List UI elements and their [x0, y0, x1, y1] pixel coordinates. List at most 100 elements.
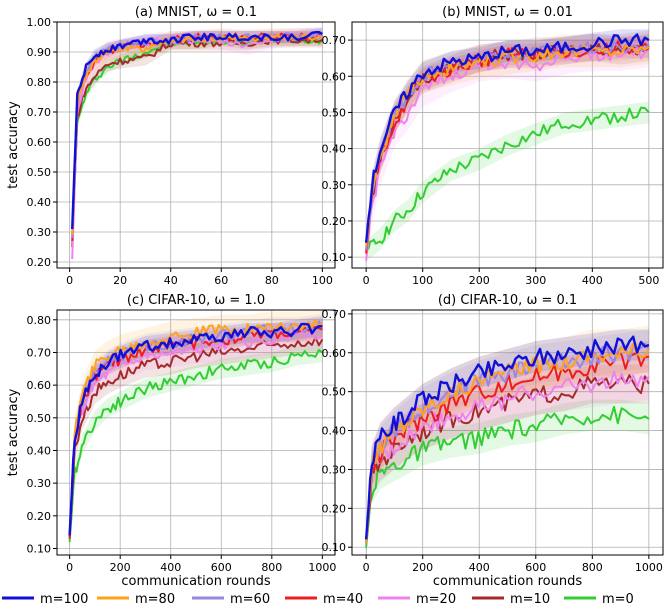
ytick-label: 0.50: [27, 166, 52, 179]
chart-title: (b) MNIST, ω = 0.01: [442, 5, 573, 20]
ytick-label: 0.90: [27, 46, 52, 59]
ytick-label: 0.50: [322, 106, 347, 119]
legend-label: m=80: [135, 592, 175, 607]
ytick-label: 0.70: [322, 308, 347, 321]
band-m=40: [366, 341, 649, 555]
chart-title: (d) CIFAR-10, ω = 0.1: [438, 293, 577, 308]
band-m=20: [69, 321, 323, 554]
ytick-label: 0.10: [27, 542, 52, 555]
ytick-label: 0.70: [27, 346, 52, 359]
xtick-label: 100: [412, 274, 433, 287]
xtick-label: 400: [160, 561, 181, 574]
xtick-label: 400: [469, 561, 490, 574]
panel-c: 0.10 0.20 0.30 0.40 0.50 0.60 0.70 0.80 0 200 400 6…: [6, 293, 336, 589]
line-m=60: [68, 320, 324, 536]
series-group: [364, 29, 650, 268]
xtick-label: 60: [214, 274, 228, 287]
xtick-label: 0: [66, 561, 73, 574]
legend-label: m=10: [510, 592, 550, 607]
band-m=20: [366, 34, 649, 268]
xtick-label: 40: [164, 274, 178, 287]
line-m=100: [71, 30, 323, 230]
xtick-label: 200: [110, 561, 131, 574]
band-m=80: [366, 325, 649, 555]
ytick-label: 0.60: [27, 136, 52, 149]
xtick-label: 80: [265, 274, 279, 287]
xtick-label: 0: [363, 274, 370, 287]
ytick-label: 0.40: [27, 196, 52, 209]
ytick-label: 0.20: [322, 215, 347, 228]
ytick-label: 0.20: [27, 256, 52, 269]
ytick-label: 0.60: [322, 347, 347, 360]
legend-label: m=100: [40, 592, 88, 607]
y-axis-label: test accuracy: [6, 101, 21, 189]
series-group: [68, 310, 324, 554]
line-m=100: [68, 322, 323, 536]
chart-title: (c) CIFAR-10, ω = 1.0: [127, 293, 265, 308]
xtick-label: 600: [525, 561, 546, 574]
ytick-label: 0.30: [322, 179, 347, 192]
x-axis-label: communication rounds: [121, 574, 270, 589]
xtick-label: 800: [261, 561, 282, 574]
line-m=100: [364, 335, 650, 540]
band-m=60: [69, 314, 323, 548]
ytick-label: 0.30: [27, 477, 52, 490]
ytick-label: 0.30: [27, 226, 52, 239]
line-m=0: [365, 106, 650, 251]
line-m=100: [364, 33, 650, 243]
line-m=0: [68, 349, 323, 542]
xtick-label: 300: [525, 274, 546, 287]
xtick-label: 200: [412, 561, 433, 574]
line-m=20: [365, 370, 650, 544]
ytick-label: 1.00: [27, 16, 52, 29]
legend-label: m=60: [230, 592, 270, 607]
ytick-label: 0.20: [322, 502, 347, 515]
band-m=100: [69, 316, 323, 546]
axes-frame: [351, 309, 664, 556]
chart-title: (a) MNIST, ω = 0.1: [135, 5, 257, 20]
x-axis-label: communication rounds: [433, 574, 582, 589]
band-m=100: [366, 329, 649, 555]
ytick-label: 0.50: [322, 386, 347, 399]
band-m=80: [366, 31, 649, 263]
ytick-label: 0.80: [27, 76, 52, 89]
ytick-label: 0.10: [322, 251, 347, 264]
xtick-label: 0: [66, 274, 73, 287]
xtick-label: 100: [312, 274, 333, 287]
ytick-label: 0.40: [27, 444, 52, 457]
line-m=80: [68, 318, 324, 536]
ytick-label: 0.40: [322, 425, 347, 438]
band-m=0: [69, 342, 323, 552]
band-m=10: [69, 327, 323, 551]
legend-label: m=40: [323, 592, 363, 607]
panel-d: 0.10 0.20 0.30 0.40 0.50 0.60 0.70 0 200 400 600 80…: [322, 293, 664, 589]
ytick-label: 0.50: [27, 412, 52, 425]
panel-b: 0.10 0.20 0.30 0.40 0.50 0.60 0.70 0 100 200 300 40…: [322, 5, 664, 287]
ytick-label: 0.60: [27, 379, 52, 392]
axes-frame: [56, 309, 336, 556]
legend: m=100 m=80 m=60 m=40 m=20 m=10 m=0: [2, 592, 634, 607]
series-group: [364, 325, 650, 555]
xtick-label: 0: [363, 561, 370, 574]
ytick-label: 0.70: [27, 106, 52, 119]
band-m=10: [366, 364, 649, 555]
band-m=60: [366, 329, 649, 555]
panel-a: 0.20 0.30 0.40 0.50 0.60 0.70 0.80 0.90 1.00 0 20 4…: [6, 5, 336, 287]
y-axis-label: test accuracy: [6, 388, 21, 476]
band-m=80: [72, 28, 323, 244]
ytick-label: 0.30: [322, 463, 347, 476]
band-m=20: [366, 352, 649, 555]
xtick-label: 1000: [308, 561, 336, 574]
line-m=60: [365, 41, 650, 251]
xtick-label: 600: [211, 561, 232, 574]
axes-frame: [56, 21, 336, 269]
ytick-label: 0.20: [27, 510, 52, 523]
xtick-label: 200: [469, 274, 490, 287]
xtick-label: 400: [582, 274, 603, 287]
xtick-label: 1000: [635, 561, 663, 574]
ytick-label: 0.10: [322, 541, 347, 554]
xtick-label: 20: [113, 274, 127, 287]
ytick-label: 0.60: [322, 70, 347, 83]
band-m=100: [72, 28, 323, 235]
axes-frame: [351, 21, 664, 269]
